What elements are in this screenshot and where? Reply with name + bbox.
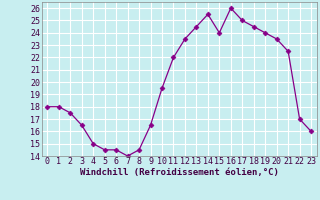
X-axis label: Windchill (Refroidissement éolien,°C): Windchill (Refroidissement éolien,°C) <box>80 168 279 177</box>
